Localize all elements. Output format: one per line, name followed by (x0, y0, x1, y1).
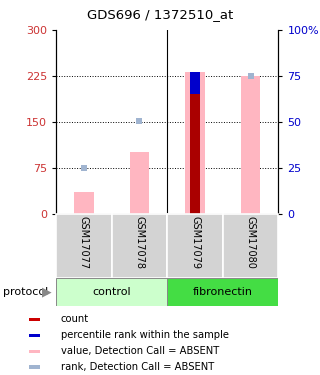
Bar (56, 278, 167, 306)
Bar (130, 153, 149, 214)
Text: value, Detection Call = ABSENT: value, Detection Call = ABSENT (61, 346, 219, 356)
Bar (190, 94, 200, 214)
Bar (190, 72, 200, 214)
Bar (190, 94, 200, 214)
Bar (29, 366, 40, 369)
Text: GSM17079: GSM17079 (190, 216, 200, 269)
Text: fibronectin: fibronectin (193, 286, 253, 297)
Bar (167, 278, 278, 306)
Text: ▶: ▶ (42, 285, 51, 298)
Text: count: count (61, 315, 89, 324)
Text: GSM17078: GSM17078 (134, 216, 144, 269)
Bar (241, 76, 260, 214)
Text: control: control (92, 286, 131, 297)
Bar (167, 214, 223, 278)
Bar (74, 192, 93, 214)
Bar (29, 350, 40, 353)
Text: GSM17080: GSM17080 (246, 216, 256, 269)
Bar (223, 214, 278, 278)
Text: GDS696 / 1372510_at: GDS696 / 1372510_at (87, 9, 233, 21)
Text: protocol: protocol (3, 286, 48, 297)
Text: rank, Detection Call = ABSENT: rank, Detection Call = ABSENT (61, 362, 214, 372)
Bar (29, 318, 40, 321)
Bar (56, 214, 112, 278)
Bar (112, 214, 167, 278)
Bar (29, 333, 40, 338)
Text: GSM17077: GSM17077 (79, 216, 89, 269)
Bar (185, 72, 205, 214)
Bar (190, 72, 200, 94)
Text: percentile rank within the sample: percentile rank within the sample (61, 330, 229, 340)
